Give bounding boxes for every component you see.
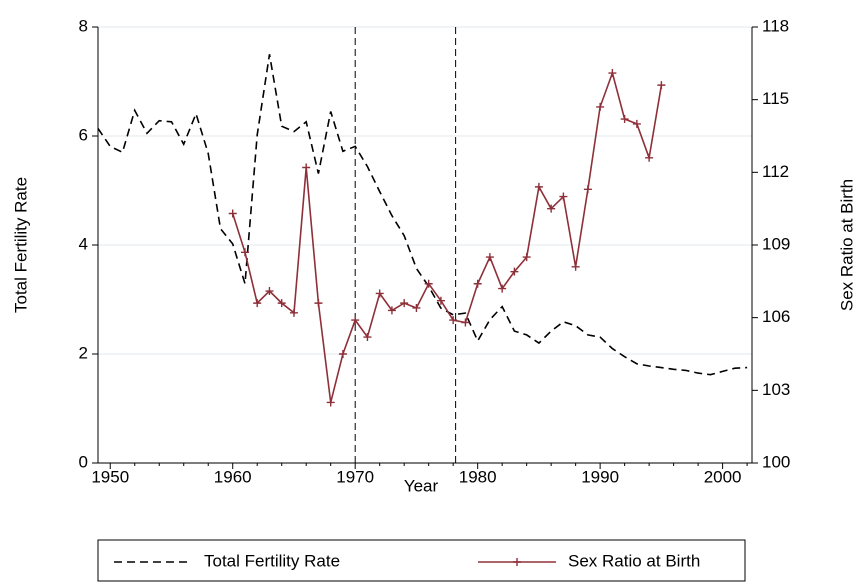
y-tick-label: 2 (79, 343, 88, 362)
y2-tick-label: 115 (762, 89, 789, 108)
point-marker (314, 299, 323, 308)
y-axis-title: Total Fertility Rate (11, 177, 30, 313)
y2-tick-label: 109 (762, 234, 790, 253)
point-marker (289, 308, 298, 317)
legend-marker (513, 558, 521, 566)
series-line (97, 54, 748, 376)
point-marker (302, 163, 311, 172)
point-marker (534, 182, 543, 191)
y-tick-label: 6 (79, 125, 88, 144)
x-tick-label: 1960 (214, 467, 252, 486)
y-tick-label: 4 (79, 234, 88, 253)
point-marker (620, 115, 629, 124)
point-marker (510, 267, 519, 276)
point-marker (547, 204, 556, 213)
x-tick-label: 1970 (336, 467, 374, 486)
point-marker (596, 102, 605, 111)
y2-tick-label: 100 (762, 452, 790, 471)
x-axis-title: Year (404, 476, 439, 495)
point-marker (326, 398, 335, 407)
point-marker (559, 192, 568, 201)
y2-tick-label: 106 (762, 307, 790, 326)
x-tick-label: 1990 (581, 467, 619, 486)
x-tick-label: 1980 (459, 467, 497, 486)
point-marker (657, 81, 666, 90)
point-marker (240, 248, 249, 257)
point-marker (253, 299, 262, 308)
point-marker (473, 279, 482, 288)
x-tick-label: 1950 (91, 467, 129, 486)
point-marker (228, 209, 237, 218)
point-marker (571, 262, 580, 271)
point-marker (583, 185, 592, 194)
legend-label: Total Fertility Rate (204, 551, 340, 570)
y2-tick-label: 112 (762, 162, 789, 181)
point-marker (632, 119, 641, 128)
point-marker (436, 296, 445, 305)
point-marker (424, 279, 433, 288)
point-marker (498, 284, 507, 293)
point-marker (387, 306, 396, 315)
point-marker (338, 350, 347, 358)
point-marker (449, 316, 458, 325)
point-marker (351, 316, 360, 325)
legend-label: Sex Ratio at Birth (568, 551, 700, 570)
point-marker (645, 153, 654, 162)
point-marker (265, 287, 274, 296)
x-tick-label: 2000 (704, 467, 742, 486)
point-marker (522, 253, 531, 262)
legend-box (97, 539, 746, 582)
point-marker (375, 289, 384, 298)
point-marker (412, 303, 421, 312)
point-marker (461, 318, 470, 327)
y2-tick-label: 103 (762, 380, 790, 399)
y2-axis-title: Sex Ratio at Birth (837, 179, 856, 311)
series-line (231, 70, 663, 403)
point-marker (485, 253, 494, 262)
y2-tick-label: 118 (762, 16, 789, 35)
point-marker (608, 69, 617, 78)
y-tick-label: 0 (79, 452, 88, 471)
point-marker (400, 299, 409, 308)
point-marker (363, 333, 372, 342)
point-marker (277, 299, 286, 308)
y-tick-label: 8 (79, 16, 88, 35)
